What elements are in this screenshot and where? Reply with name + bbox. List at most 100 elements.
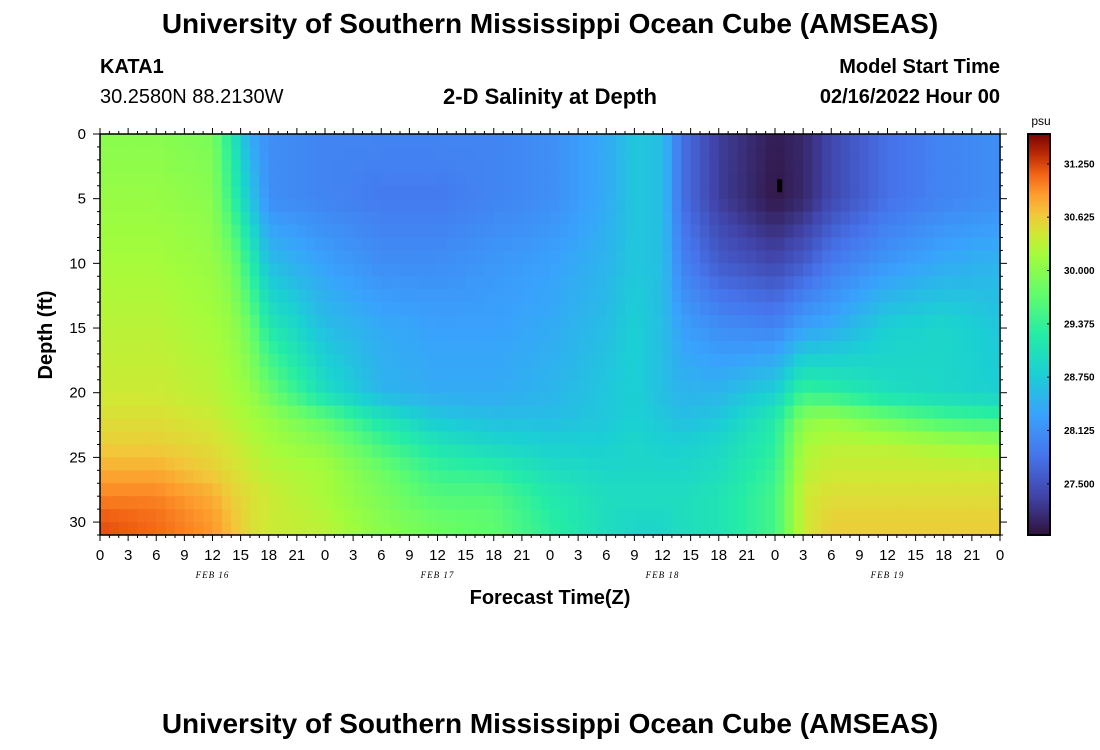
heatmap-cell [831, 353, 842, 368]
heatmap-cell [193, 198, 204, 213]
heatmap-cell [531, 172, 542, 187]
heatmap-cell [203, 146, 214, 161]
heatmap-cell [278, 418, 289, 433]
heatmap-cell [493, 263, 504, 277]
heatmap-cell [521, 134, 532, 148]
heatmap-cell [259, 522, 270, 536]
heatmap-cell [484, 328, 495, 342]
heatmap-cell [821, 302, 832, 316]
heatmap-cell [118, 379, 129, 394]
heatmap-cell [531, 444, 542, 458]
heatmap-cell [615, 237, 626, 252]
heatmap-cell [100, 509, 110, 523]
heatmap-cell [381, 159, 392, 174]
heatmap-cell [615, 302, 626, 316]
heatmap-cell [934, 457, 945, 471]
heatmap-cell [896, 379, 907, 394]
heatmap-cell [653, 315, 664, 329]
heatmap-cell [203, 185, 214, 200]
heatmap-cell [390, 328, 401, 342]
heatmap-cell [465, 379, 476, 394]
heatmap-cell [765, 134, 776, 148]
y-tick-label: 30 [69, 514, 86, 531]
heatmap-cell [128, 302, 139, 316]
heatmap-cell [418, 302, 429, 316]
heatmap-cell [268, 211, 279, 226]
heatmap-cell [100, 172, 110, 187]
heatmap-cell [681, 392, 692, 407]
heatmap-cell [315, 159, 326, 174]
heatmap-cell [868, 444, 879, 458]
heatmap-cell [718, 185, 729, 200]
heatmap-cell [371, 224, 382, 239]
heatmap-cell [428, 418, 439, 433]
heatmap-cell [634, 224, 645, 239]
heatmap-cell [821, 483, 832, 497]
heatmap-cell [493, 172, 504, 187]
heatmap-cell [578, 263, 589, 277]
heatmap-cell [156, 198, 167, 213]
heatmap-cell [896, 366, 907, 381]
heatmap-cell [690, 263, 701, 277]
heatmap-cell [512, 444, 523, 458]
heatmap-cell [775, 328, 785, 342]
heatmap-cell [981, 366, 992, 381]
heatmap-cell [953, 392, 964, 407]
heatmap-cell [812, 263, 823, 277]
heatmap-cell [128, 289, 139, 303]
heatmap-cell [803, 302, 814, 316]
heatmap-cell [868, 509, 879, 523]
heatmap-cell [100, 211, 110, 226]
heatmap-cell [578, 315, 589, 329]
heatmap-cell [353, 405, 364, 420]
heatmap-cell [850, 263, 860, 277]
heatmap-cell [531, 470, 542, 484]
date-label: FEB 18 [645, 570, 680, 580]
heatmap-cell [371, 302, 382, 316]
heatmap-cell [268, 405, 279, 420]
heatmap-cell [146, 444, 157, 458]
heatmap-cell [203, 289, 214, 303]
heatmap-cell [850, 444, 860, 458]
heatmap-cell [653, 134, 664, 148]
heatmap-cell [709, 198, 720, 213]
heatmap-cell [484, 198, 495, 213]
heatmap-cell [259, 250, 270, 264]
heatmap-cell [615, 198, 626, 213]
heatmap-cell [128, 211, 139, 226]
heatmap-cell [925, 159, 935, 174]
heatmap-cell [512, 263, 523, 277]
heatmap-cell [100, 418, 110, 433]
x-tick-label: 9 [630, 547, 638, 564]
x-tick-label: 21 [964, 547, 981, 564]
heatmap-cell [821, 328, 832, 342]
heatmap-cell [568, 224, 579, 239]
heatmap-cell [943, 224, 954, 239]
heatmap-cell [990, 211, 1001, 226]
heatmap-cell [221, 483, 232, 497]
heatmap-cell [362, 405, 373, 420]
heatmap-cell [943, 353, 954, 368]
heatmap-cell [700, 172, 710, 187]
heatmap-cell [371, 431, 382, 446]
heatmap-cell [765, 159, 776, 174]
heatmap-cell [353, 211, 364, 226]
heatmap-cell [793, 418, 804, 433]
heatmap-cell [737, 340, 748, 355]
heatmap-cell [671, 185, 682, 200]
heatmap-cell [578, 211, 589, 226]
x-tick-label: 6 [152, 547, 160, 564]
heatmap-cell [521, 146, 532, 161]
heatmap-cell [343, 418, 354, 433]
heatmap-cell [887, 315, 898, 329]
heatmap-cell [109, 353, 120, 368]
heatmap-cell [709, 134, 720, 148]
heatmap-cell [587, 328, 598, 342]
heatmap-cell [700, 211, 710, 226]
heatmap-cell [390, 211, 401, 226]
heatmap-cell [268, 263, 279, 277]
heatmap-cell [709, 444, 720, 458]
heatmap-cell [137, 328, 148, 342]
heatmap-cell [390, 263, 401, 277]
heatmap-cell [990, 431, 1001, 446]
